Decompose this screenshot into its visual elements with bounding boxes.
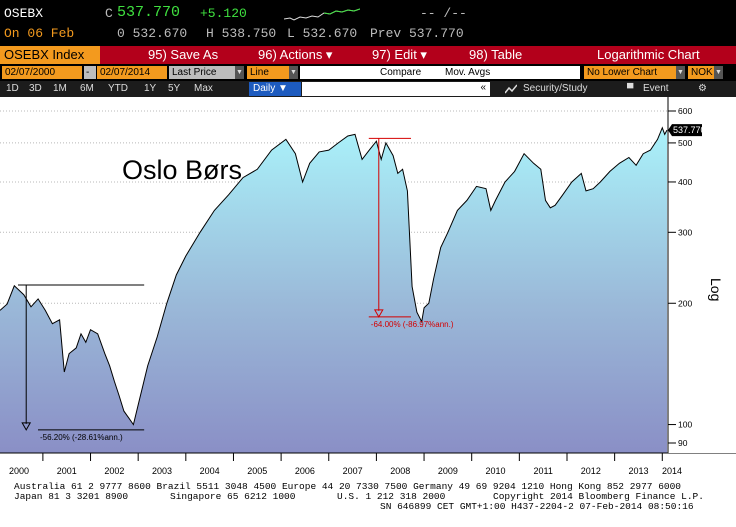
prev-price: Prev 537.770 (370, 26, 464, 41)
event-flag-icon[interactable]: ▀ (627, 83, 634, 93)
footer-copyright: Copyright 2014 Bloomberg Finance L.P. (493, 491, 704, 502)
range-3d[interactable]: 3D (29, 83, 42, 94)
x-axis: 2000 2001 2002 2003 2004 2005 2006 2007 2008 2009… (9, 453, 682, 476)
range-text: -- /-- (420, 6, 467, 21)
drawdown-label: -56.20% (-28.61%ann.) (40, 433, 123, 442)
drawdown-annotations: -56.20% (-28.61%ann.) -64.00% (-86.97%ann… (18, 137, 454, 442)
x-tick-label: 2011 (533, 466, 552, 476)
quote-header: OSEBX C 537.770 +5.120 -- /-- On 06 Feb … (0, 0, 736, 46)
line-type-dropdown-icon[interactable]: ▼ (289, 66, 298, 79)
start-date-field[interactable]: 02/07/2000 (2, 66, 82, 79)
sparkline (284, 8, 360, 21)
drawdown-arrow-icon (373, 309, 384, 318)
x-tick-label: 2006 (295, 466, 315, 476)
y-axis-band (668, 97, 736, 453)
x-tick-label: 2007 (343, 466, 363, 476)
footer: Australia 61 2 9777 8600 Brazil 5511 304… (0, 481, 736, 527)
x-tick-label: 2014 (662, 466, 682, 476)
x-tick-label: 2000 (9, 466, 29, 476)
y-tick-label: 100 (678, 420, 692, 430)
end-date-field[interactable]: 02/07/2014 (97, 66, 167, 79)
range-1d[interactable]: 1D (6, 83, 19, 94)
period-select[interactable]: Daily ▼ (249, 82, 301, 96)
range-6m[interactable]: 6M (80, 83, 94, 94)
last-price: 537.770 (117, 4, 181, 21)
open-price: 0 532.670 (117, 26, 188, 41)
compare-label: Compare (380, 67, 422, 78)
last-value-label: 537.770 (673, 125, 706, 135)
chart-title: Oslo Børs (122, 155, 242, 185)
drawdown-annotation: -56.20% (-28.61%ann.) (18, 284, 145, 442)
range-5y[interactable]: 5Y (168, 83, 181, 94)
y-tick-label: 500 (678, 138, 692, 148)
x-tick-label: 2012 (581, 466, 601, 476)
price-flag: C (105, 6, 113, 21)
x-tick-label: 2008 (390, 466, 410, 476)
table-button[interactable]: 98) Table (469, 47, 523, 62)
x-tick-label: 2003 (152, 466, 172, 476)
footer-phones-line1: Australia 61 2 9777 8600 Brazil 5511 304… (14, 481, 682, 492)
study-chart-icon[interactable] (505, 84, 517, 94)
field-select[interactable]: Last Price (169, 66, 235, 79)
y-tick-label: 400 (678, 177, 692, 187)
price-change: +5.120 (200, 6, 247, 21)
last-value-marker: 537.770 (668, 124, 706, 137)
lower-chart-dropdown-icon[interactable]: ▼ (676, 66, 685, 79)
settings-gear-icon[interactable]: ⚙ (698, 83, 707, 94)
price-area (0, 127, 667, 454)
y-tick-label: 600 (678, 106, 692, 116)
menu-bar: 95) Save As 96) Actions ▾ 97) Edit ▾ 98)… (0, 46, 736, 64)
chart-kind-label: Logarithmic Chart (597, 47, 700, 62)
date-label: On 06 Feb (4, 26, 75, 41)
save-as-button[interactable]: 95) Save As (148, 47, 219, 62)
y-axis: 90 100 200 300 400 500 600 (668, 106, 692, 448)
line-type-select[interactable]: Line (247, 66, 289, 79)
x-tick-label: 2010 (486, 466, 506, 476)
footer-phone-japan: Japan 81 3 3201 8900 (14, 491, 129, 502)
high-price: H 538.750 (206, 26, 277, 41)
price-chart[interactable]: -56.20% (-28.61%ann.) -64.00% (-86.97%ann… (0, 97, 736, 481)
range-1y[interactable]: 1Y (144, 83, 157, 94)
low-price: L 532.670 (287, 26, 358, 41)
range-ytd[interactable]: YTD (108, 83, 128, 94)
compare-field[interactable]: Compare Mov. Avgs (300, 66, 580, 79)
mov-avgs-label: Mov. Avgs (445, 67, 491, 78)
scroll-back-icon[interactable]: « (480, 82, 486, 93)
date-separator: - (84, 66, 96, 79)
x-tick-label: 2013 (628, 466, 648, 476)
range-bar: 1D 3D 1M 6M YTD 1Y 5Y Max Daily ▼ « Secu… (0, 81, 736, 97)
footer-phone-singapore: Singapore 65 6212 1000 (170, 491, 296, 502)
range-max[interactable]: Max (194, 83, 213, 94)
lower-chart-select[interactable]: No Lower Chart (584, 66, 676, 79)
x-tick-label: 2001 (57, 466, 77, 476)
footer-phone-us: U.S. 1 212 318 2000 (337, 491, 446, 502)
y-tick-label: 200 (678, 298, 692, 308)
y-axis-title: Log (708, 278, 724, 301)
currency-dropdown-icon[interactable]: ▼ (714, 66, 723, 79)
index-name-label: OSEBX Index (4, 47, 85, 62)
edit-menu[interactable]: 97) Edit ▾ (372, 47, 427, 62)
y-tick-label: 300 (678, 227, 692, 237)
x-tick-label: 2005 (247, 466, 267, 476)
event-button[interactable]: Event (643, 83, 669, 94)
ticker: OSEBX (4, 6, 44, 21)
drawdown-annotation: -64.00% (-86.97%ann.) (368, 137, 454, 329)
range-1m[interactable]: 1M (53, 83, 67, 94)
footer-timestamp: SN 646899 CET GMT+1:00 H437-2204-2 07-Fe… (380, 501, 694, 512)
security-study-button[interactable]: Security/Study (523, 83, 588, 94)
range-scroll-field[interactable]: « (302, 82, 490, 96)
drawdown-arrow-icon (21, 422, 32, 431)
y-tick-label: 90 (678, 438, 688, 448)
x-tick-label: 2002 (104, 466, 124, 476)
x-tick-label: 2004 (200, 466, 220, 476)
currency-select[interactable]: NOK (688, 66, 714, 79)
drawdown-label: -64.00% (-86.97%ann.) (371, 320, 454, 329)
actions-menu[interactable]: 96) Actions ▾ (258, 47, 333, 62)
x-tick-label: 2009 (438, 466, 458, 476)
options-bar: 02/07/2000 - 02/07/2014 Last Price ▼ Lin… (0, 64, 736, 81)
x-axis-band (0, 453, 736, 481)
index-name[interactable]: OSEBX Index (0, 46, 100, 64)
price-line (0, 126, 668, 426)
field-dropdown-icon[interactable]: ▼ (235, 66, 244, 79)
